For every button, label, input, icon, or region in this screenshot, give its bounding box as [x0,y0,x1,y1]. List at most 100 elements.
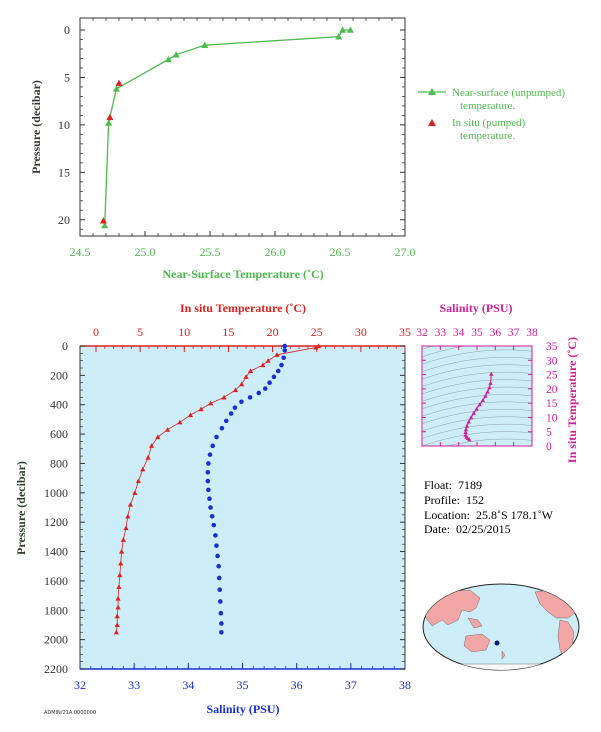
temperature-point [265,358,271,363]
near-surface-point [164,55,172,63]
ts-x-axis-label: Salinity (PSU) [439,301,512,315]
temperature-point [208,400,214,406]
temperature-point [274,352,280,357]
temperature-tick-label: 30 [355,325,367,339]
salinity-point [239,399,244,405]
ts-point [483,393,488,398]
salinity-point [216,575,222,581]
in-situ-point [115,79,123,86]
pressure-tick-label: 1200 [44,515,68,529]
temperature-point [140,466,146,472]
ts-point [474,406,479,411]
ts-temperature-tick-label: 15 [546,398,558,410]
temperature-point [132,490,138,495]
top-legend: Near-surface (unpumped) temperature. In s… [418,87,565,142]
ts-salinity-tick-label: 35 [471,327,483,339]
salinity-point [208,505,213,510]
density-contour [413,461,541,479]
main-y-axis-label: Pressure (decibar) [14,461,28,555]
salinity-point [213,533,218,538]
salinity-point [279,362,284,368]
temperature-point [145,454,151,460]
legend-text-line: temperature. [460,130,516,142]
ts-point [489,371,494,376]
ts-salinity-tick-label: 32 [416,327,428,339]
pressure-tick-label: 600 [50,427,68,441]
temperature-tick-label: 20 [267,325,279,339]
ts-temperature-tick-label: 10 [546,412,558,424]
salinity-point [267,380,272,386]
profile-chart: 32 33 34 35 36 37 38 0 5 10 15 20 25 30 35 0 200 400 600… [14,301,411,716]
near-surface-point [201,41,209,48]
pressure-tick-label: 400 [50,398,68,412]
ts-point [463,427,469,432]
top-y-axis-label: Pressure (decibar) [29,80,43,174]
salinity-point [232,405,238,410]
ts-salinity-tick-label: 37 [508,327,520,339]
salinity-point [271,374,277,380]
info-location: Location: 25.8˚S 178.1˚W [424,508,553,523]
temperature-profile-line [115,345,319,633]
temperature-axis: 0 5 10 15 20 25 30 35 [93,325,411,352]
info-location-value: 25.8˚S 178.1˚W [475,508,553,522]
ts-point [487,385,492,390]
density-contour [422,394,532,410]
salinity-point [206,487,211,493]
temperature-tick-label: 25 [311,325,323,339]
info-date: Date: 02/25/2015 [424,522,511,537]
top-y-tick-label: 10 [58,118,70,132]
salinity-point [205,469,211,475]
legend-label-in-situ: In situ (pumped) temperature. [452,117,526,142]
ts-salinity-axis: 32 33 34 35 36 37 38 [416,327,538,446]
ts-temperature-tick-label: 25 [546,370,558,382]
temperature-point [164,427,171,432]
temperature-point [113,629,119,635]
salinity-point [215,553,220,559]
temperature-point [115,595,121,601]
top-x-tick-label: 25.5 [200,245,221,259]
top-y-tick-label: 5 [64,70,70,84]
pressure-tick-label: 800 [50,456,68,470]
salinity-point [210,443,216,449]
salinity-point [281,355,286,361]
salinity-point [256,390,262,396]
temperature-point [315,343,322,349]
salinity-point [282,343,288,349]
ts-temperature-tick-label: 5 [546,427,552,439]
salinity-point [217,599,223,604]
density-contour [422,379,532,395]
info-date-label: Date: [424,522,450,536]
pressure-tick-label: 1800 [44,603,68,617]
density-contour [422,386,532,402]
temperature-tick-label: 5 [137,325,143,339]
temperature-point [232,387,239,393]
salinity-point [205,478,211,484]
temperature-point [239,381,245,387]
salinity-tick-label: 32 [74,678,86,692]
ts-series-layer [463,371,494,442]
temperature-point [114,622,120,628]
top-x-tick-label: 25.0 [135,245,156,259]
salinity-tick-label: 33 [128,678,140,692]
temperature-point [221,394,227,400]
ts-salinity-tick-label: 33 [435,327,447,339]
salinity-point [214,434,219,440]
info-location-label: Location: [424,508,470,522]
ts-diagram: 32 33 34 35 36 37 38 0 5 10 15 20 25 30 35 Salinity (… [413,301,579,479]
in-situ-point [99,217,107,224]
salinity-tick-label: 36 [291,678,303,692]
main-plot-area [79,345,406,670]
info-float-value: 7189 [458,478,483,492]
legend-marker-in-situ [428,119,436,126]
ts-point [477,402,482,407]
density-contour [422,401,532,417]
density-contour [422,371,532,387]
temperature-point [313,344,319,350]
temperature-tick-label: 10 [178,325,190,339]
salinity-point [206,461,211,466]
top-y-axis: 0 5 10 15 20 [58,23,405,230]
temperature-point [114,613,120,619]
salinity-tick-label: 38 [399,678,411,692]
density-contour [422,346,466,358]
temperature-point [117,572,123,578]
